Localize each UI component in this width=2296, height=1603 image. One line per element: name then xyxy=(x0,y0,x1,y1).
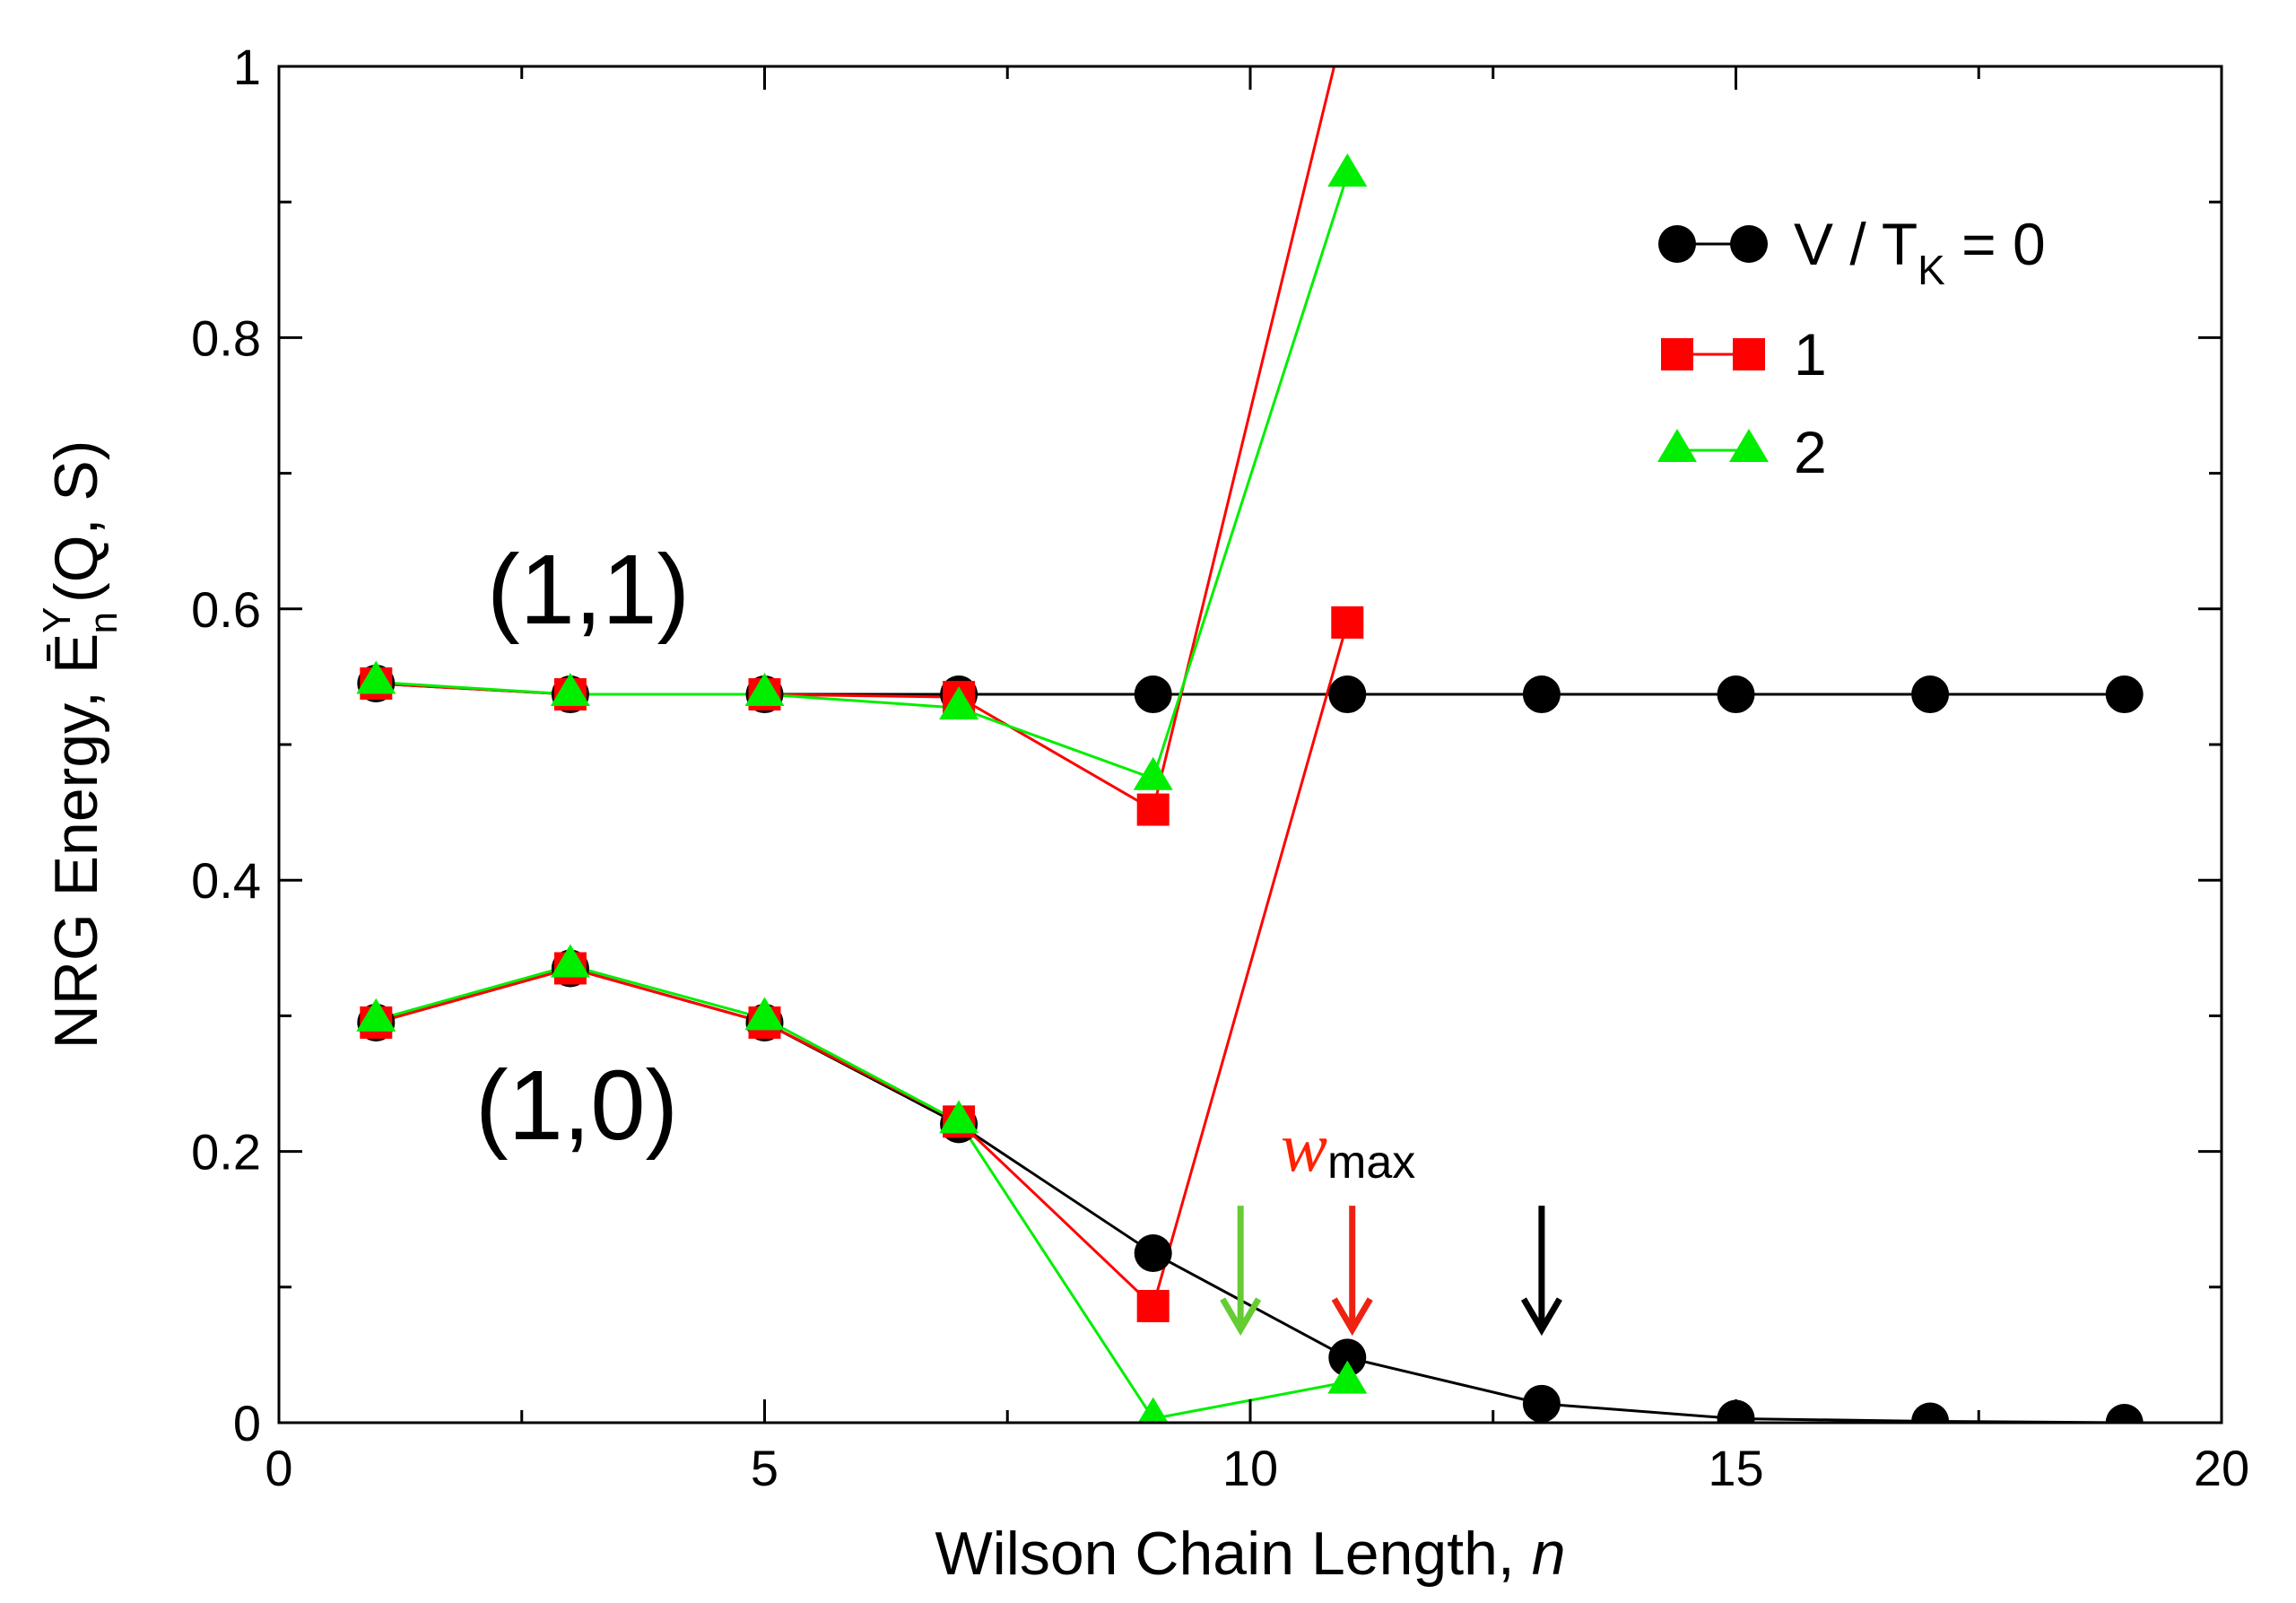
y-tick-label: 0.6 xyxy=(191,581,261,638)
data-point-circle xyxy=(1717,675,1755,714)
data-point-circle xyxy=(1328,675,1367,714)
x-tick-label: 20 xyxy=(2194,1440,2249,1496)
data-point-circle xyxy=(1911,675,1950,714)
data-point-square xyxy=(1136,1289,1170,1322)
series-line-2-1 xyxy=(375,963,1348,1421)
data-point-triangle xyxy=(744,997,785,1031)
x-tick-label: 0 xyxy=(265,1440,292,1496)
legend-marker-circle xyxy=(1658,225,1696,263)
data-point-triangle xyxy=(356,660,396,694)
legend-marker-square xyxy=(1661,338,1693,370)
y-axis-title: NRG Energy, ĒYn(Q, S) xyxy=(35,440,126,1050)
y-tick-label: 0.4 xyxy=(191,852,261,909)
data-point-square xyxy=(1331,605,1364,639)
legend-marker-square xyxy=(1733,338,1765,370)
data-point-triangle xyxy=(356,998,396,1032)
data-point-triangle xyxy=(550,944,590,978)
data-point-triangle xyxy=(1133,756,1173,790)
legend-marker-triangle xyxy=(1729,429,1769,462)
legend-label-v0: V / TK = 0 xyxy=(1794,211,2046,293)
region-label-1-1: (1,1) xyxy=(487,535,690,645)
data-point-triangle xyxy=(1327,1360,1368,1394)
series-line-1-1 xyxy=(375,622,1349,1309)
data-point-triangle xyxy=(939,1100,979,1134)
arrow-head-2 xyxy=(1520,1297,1562,1337)
legend-entry-v0: V / TK = 0 xyxy=(1658,211,2046,293)
x-axis-title: Wilson Chain Length, n xyxy=(935,1520,1565,1588)
wmax-annotation: wmax xyxy=(1281,1108,1415,1189)
series-line-0-1 xyxy=(375,966,2125,1423)
data-point-circle xyxy=(2105,1404,2144,1423)
series-line-0-0 xyxy=(376,682,2125,696)
data-point-circle xyxy=(1328,1338,1367,1377)
legend: V / TK = 0 1 2 xyxy=(1657,211,2046,485)
data-point-circle xyxy=(1911,1402,1950,1423)
data-point-triangle xyxy=(1327,152,1368,187)
legend-marker-circle xyxy=(1730,225,1768,263)
series-line-2-0 xyxy=(376,174,1349,780)
arrow-head-0 xyxy=(1220,1297,1262,1337)
arrow-head-1 xyxy=(1331,1297,1373,1337)
region-label-1-0: (1,0) xyxy=(475,1050,678,1161)
data-point-triangle xyxy=(550,673,590,707)
x-tick-label: 15 xyxy=(1708,1440,1763,1496)
y-tick-label: 1 xyxy=(233,39,261,95)
legend-entry-v2: 2 xyxy=(1657,419,1827,485)
data-point-triangle xyxy=(744,673,785,707)
legend-label-v2: 2 xyxy=(1794,419,1827,485)
x-tick-label: 10 xyxy=(1222,1440,1278,1496)
data-point-triangle xyxy=(1137,1397,1169,1423)
legend-label-v1: 1 xyxy=(1794,321,1827,388)
data-point-circle xyxy=(1522,1384,1561,1423)
legend-entry-v1: 1 xyxy=(1661,321,1827,388)
data-point-circle xyxy=(1134,675,1172,714)
data-point-square xyxy=(1136,793,1170,826)
data-point-circle xyxy=(2105,675,2144,714)
legend-marker-triangle xyxy=(1657,429,1697,462)
data-point-circle xyxy=(1134,1234,1172,1272)
y-tick-label: 0 xyxy=(233,1395,261,1451)
data-point-triangle xyxy=(939,686,979,720)
data-point-circle xyxy=(1522,675,1561,714)
y-tick-label: 0.2 xyxy=(191,1124,261,1180)
x-tick-label: 5 xyxy=(751,1440,778,1496)
y-tick-label: 0.8 xyxy=(191,309,261,366)
